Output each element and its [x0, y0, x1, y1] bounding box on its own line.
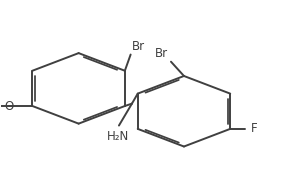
Text: F: F — [250, 122, 257, 135]
Text: O: O — [5, 99, 14, 113]
Text: Br: Br — [155, 47, 168, 60]
Text: Br: Br — [132, 40, 145, 53]
Text: H₂N: H₂N — [106, 130, 129, 143]
